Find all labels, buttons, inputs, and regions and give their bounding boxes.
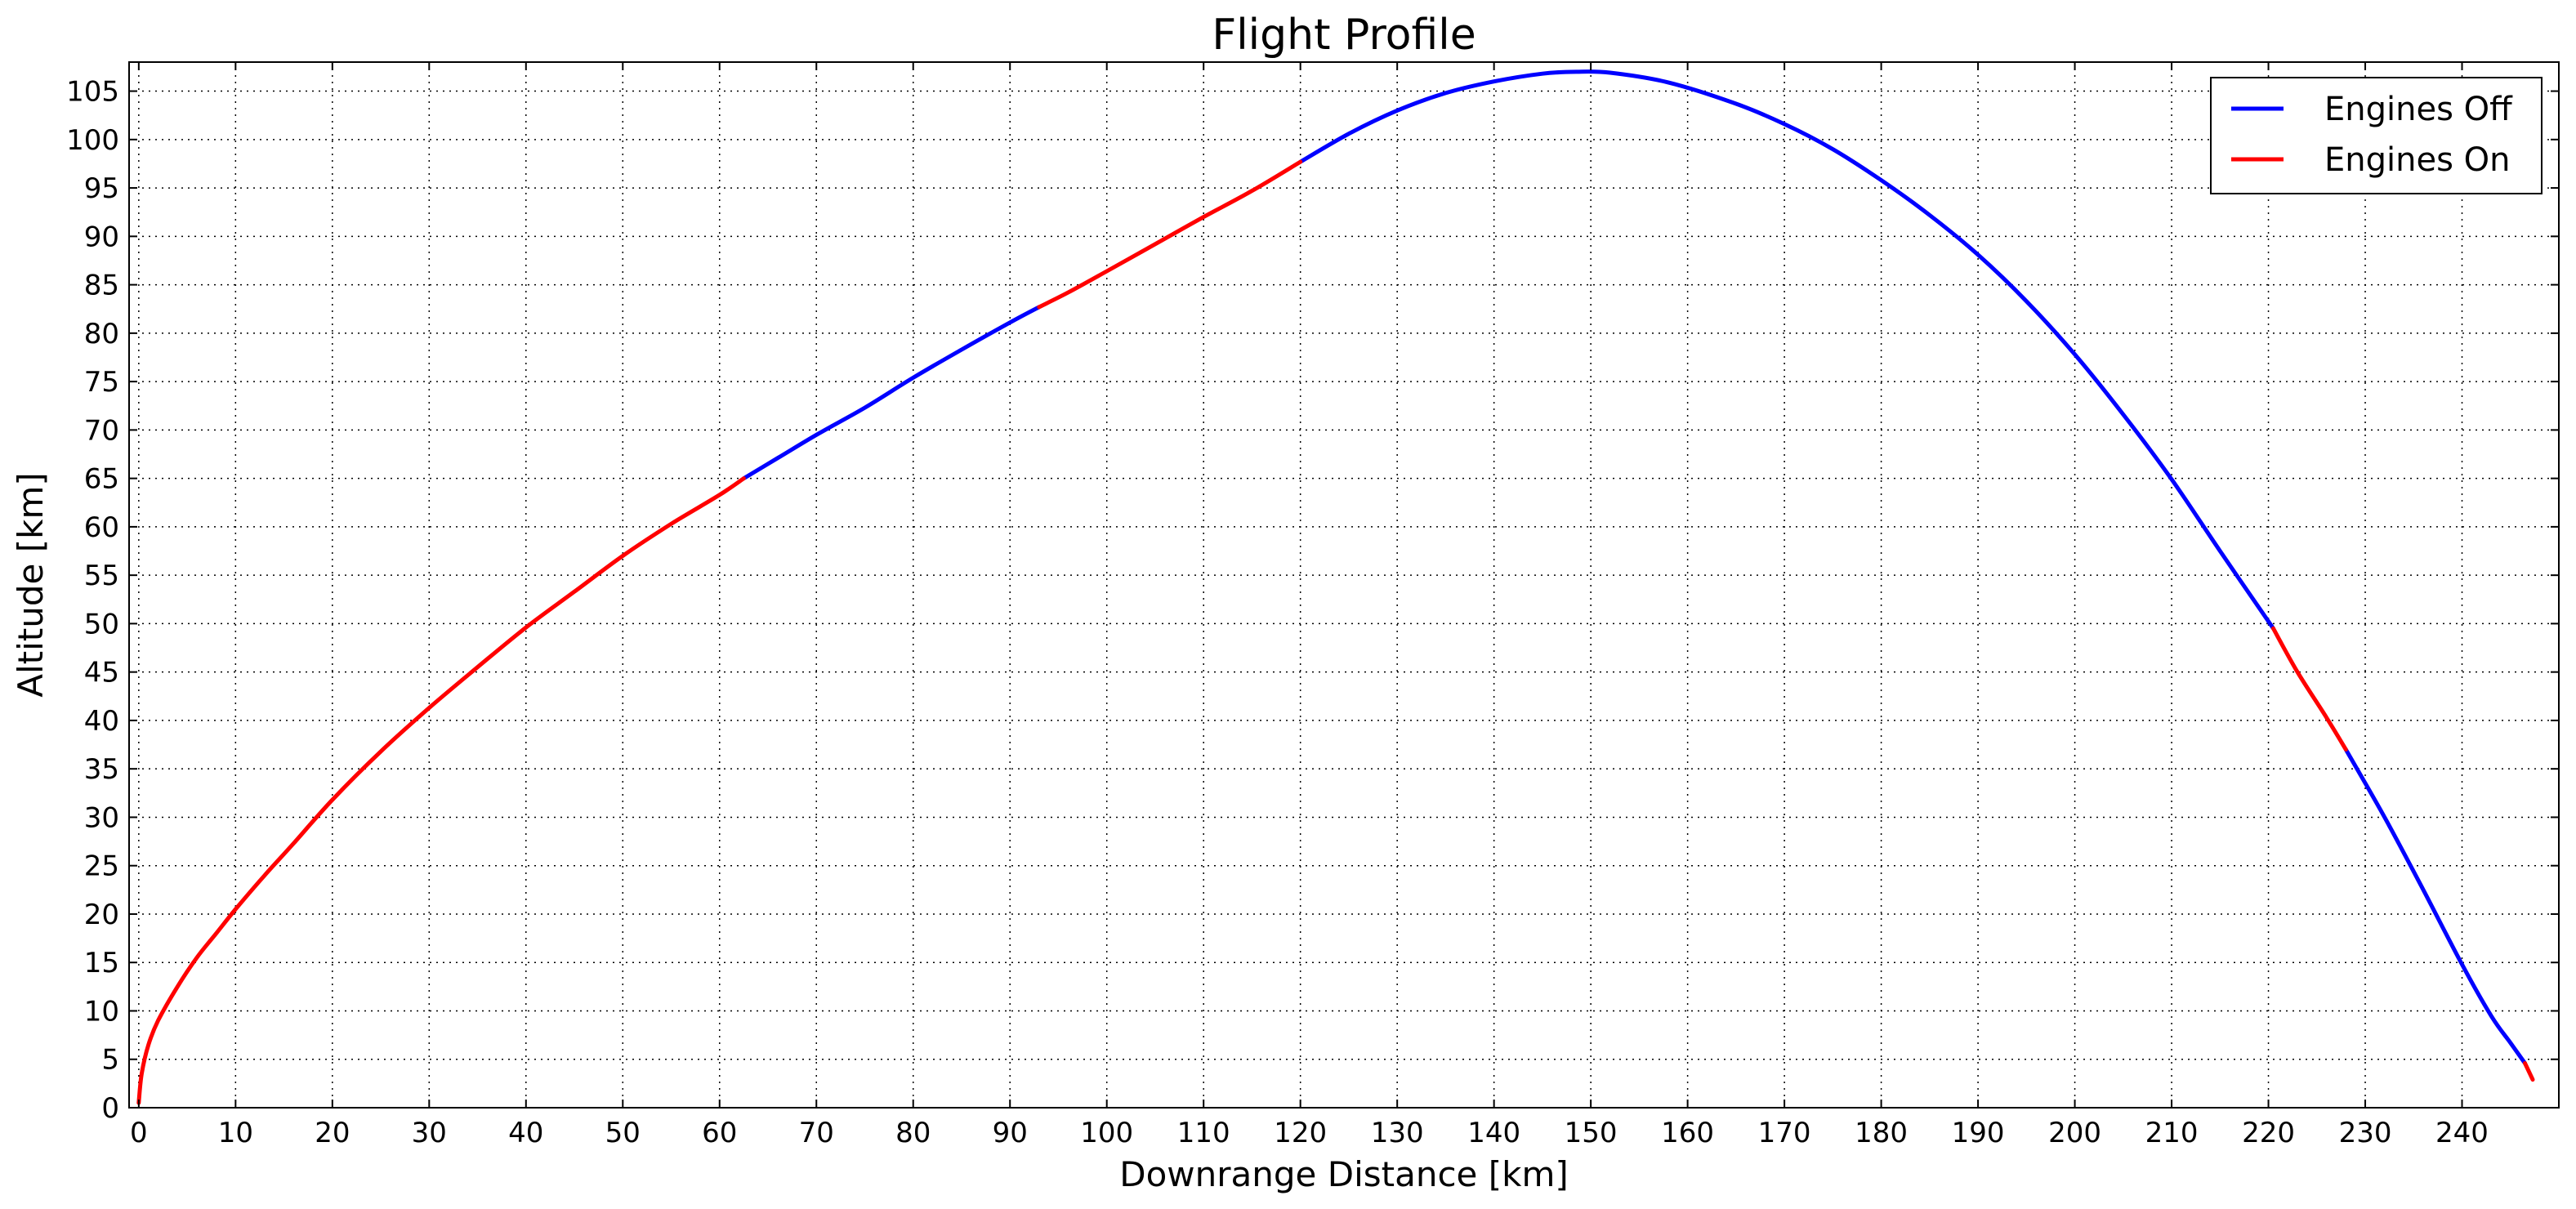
y-axis-label: Altitude [km]	[11, 472, 51, 697]
y-tick-label: 40	[84, 705, 119, 738]
y-tick-label: 30	[84, 801, 119, 834]
x-tick-label: 140	[1467, 1117, 1520, 1149]
x-tick-label: 190	[1952, 1117, 2005, 1149]
y-tick-label: 70	[84, 414, 119, 447]
grid	[129, 62, 2559, 1109]
y-tick-label: 95	[84, 172, 119, 205]
x-tick-label: 70	[799, 1117, 834, 1149]
series-line-engines-on	[2271, 626, 2348, 752]
legend-label-engines-off: Engines Off	[2324, 91, 2513, 128]
x-tick-label: 30	[412, 1117, 447, 1149]
y-tick-label: 5	[101, 1044, 119, 1077]
axis-ticks: 0 10 20 30 40 50 60 70 80 90 100 110 120 130 140 150 160…	[66, 62, 2559, 1149]
series-line-engines-off	[741, 305, 1042, 481]
x-tick-label: 10	[218, 1117, 253, 1149]
plot-frame	[128, 61, 2560, 1109]
x-tick-label: 150	[1565, 1117, 1618, 1149]
series-line-engines-off	[1298, 69, 2275, 631]
x-tick-label: 230	[2339, 1117, 2392, 1149]
y-tick-label: 90	[84, 221, 119, 253]
legend-box	[2210, 77, 2543, 194]
chart-title: Flight Profile	[1212, 11, 1476, 60]
x-tick-label: 80	[895, 1117, 931, 1149]
y-tick-label: 65	[84, 463, 119, 496]
x-tick-label: 220	[2242, 1117, 2295, 1149]
x-tick-label: 130	[1371, 1117, 1424, 1149]
x-tick-label: 0	[130, 1117, 148, 1149]
series-layer	[136, 69, 2535, 1105]
y-tick-label: 35	[84, 753, 119, 786]
x-tick-label: 100	[1080, 1117, 1133, 1149]
legend-label-engines-on: Engines On	[2324, 141, 2510, 179]
y-tick-label: 80	[84, 318, 119, 350]
y-tick-label: 20	[84, 899, 119, 931]
x-tick-label: 210	[2145, 1117, 2199, 1149]
y-tick-label: 45	[84, 657, 119, 689]
x-tick-label: 20	[315, 1117, 350, 1149]
x-tick-label: 40	[508, 1117, 543, 1149]
y-tick-label: 15	[84, 947, 119, 979]
x-tick-label: 180	[1855, 1117, 1908, 1149]
y-tick-label: 100	[66, 124, 119, 157]
x-tick-label: 50	[605, 1117, 641, 1149]
y-tick-label: 85	[84, 270, 119, 302]
y-tick-label: 55	[84, 560, 119, 592]
y-tick-label: 25	[84, 850, 119, 883]
y-tick-label: 75	[84, 366, 119, 399]
x-tick-label: 120	[1274, 1117, 1327, 1149]
series-line-engines-on	[2523, 1061, 2535, 1082]
y-tick-label: 0	[101, 1092, 119, 1125]
y-tick-label: 60	[84, 511, 119, 544]
x-tick-label: 60	[702, 1117, 737, 1149]
x-tick-label: 170	[1758, 1117, 1811, 1149]
x-axis-label: Downrange Distance [km]	[1119, 1154, 1569, 1194]
legend-item-engines-on: Engines On	[2231, 141, 2510, 179]
y-tick-label: 10	[84, 995, 119, 1028]
series-line-engines-on	[1037, 159, 1303, 310]
y-tick-label: 105	[66, 76, 119, 109]
x-tick-label: 160	[1661, 1117, 1714, 1149]
x-tick-label: 200	[2048, 1117, 2101, 1149]
series-line-engines-on	[136, 476, 746, 1105]
series-line-engines-off	[2343, 747, 2527, 1065]
x-tick-label: 240	[2435, 1117, 2489, 1149]
y-tick-label: 50	[84, 608, 119, 640]
legend-item-engines-off: Engines Off	[2231, 91, 2513, 128]
legend: Engines Off Engines On	[2210, 77, 2543, 194]
x-tick-label: 110	[1177, 1117, 1230, 1149]
x-tick-label: 90	[993, 1117, 1028, 1149]
